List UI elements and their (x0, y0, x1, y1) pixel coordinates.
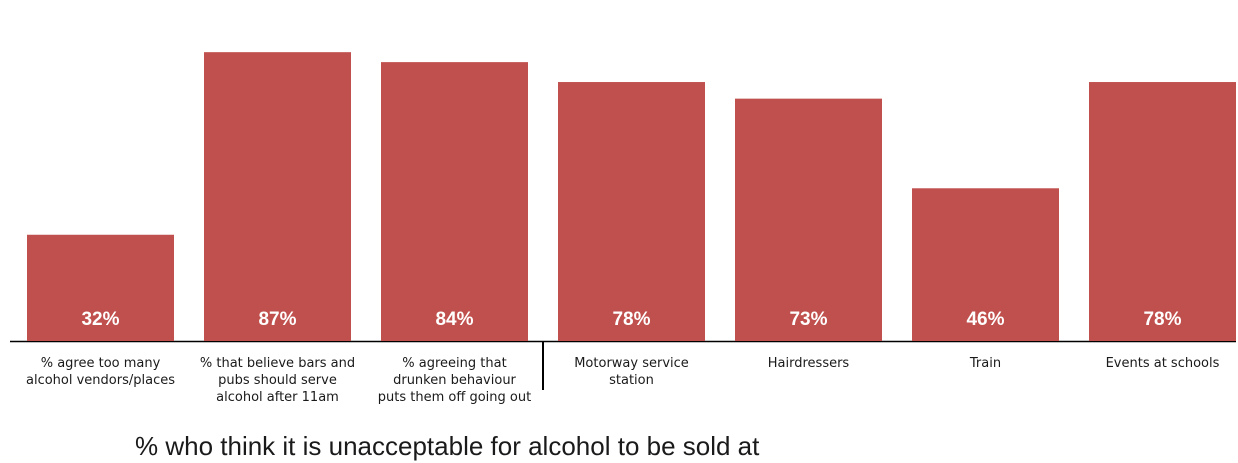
bar (381, 62, 528, 342)
bar (27, 234, 174, 341)
category-label: Train (969, 356, 1001, 371)
data-label: 78% (1143, 309, 1181, 330)
category-label: % agreeing that drunken behaviour puts the… (378, 356, 531, 405)
data-label: 87% (258, 309, 296, 330)
data-label: 84% (435, 309, 473, 330)
category-label: % that believe bars and pubs should serve… (200, 356, 355, 405)
data-label: 32% (81, 309, 119, 330)
category-label: Events at schools (1106, 356, 1220, 371)
data-label: 46% (966, 309, 1004, 330)
bar (912, 188, 1059, 341)
bar (1089, 82, 1236, 341)
bar (735, 98, 882, 341)
data-label: 73% (789, 309, 827, 330)
category-label: Hairdressers (768, 356, 850, 371)
bar-chart: 32% % agree too many alcohol vendors/place… (10, 52, 1236, 405)
category-label: Motorway service station (574, 356, 689, 388)
bar (204, 52, 351, 341)
bar (558, 82, 705, 341)
category-label: % agree too many alcohol vendors/places (26, 356, 175, 388)
chart-caption: % who think it is unacceptable for alcoh… (135, 431, 760, 461)
data-label: 78% (612, 309, 650, 330)
